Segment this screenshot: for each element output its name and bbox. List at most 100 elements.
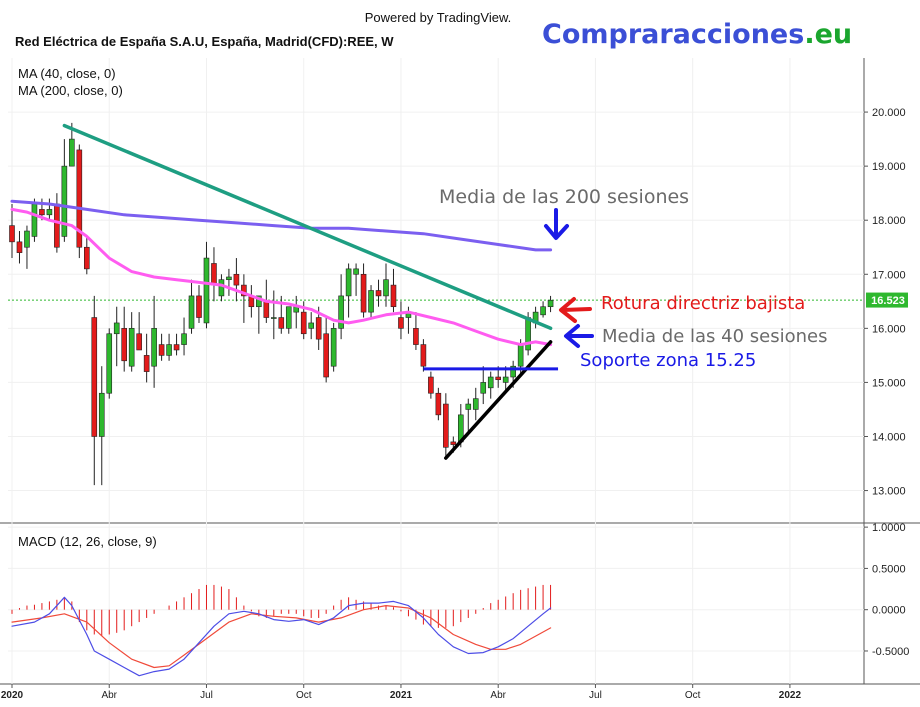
y-tick-label: 13.000: [872, 486, 906, 498]
brand-dot: .: [804, 19, 814, 50]
candle-body: [435, 392, 442, 416]
candle: [84, 236, 90, 275]
candle: [241, 274, 247, 323]
x-tick-label: 2021: [390, 690, 413, 701]
last-price-badge: 16.523: [866, 292, 908, 308]
candle-body: [285, 306, 292, 329]
candle: [173, 333, 180, 356]
candle-body: [353, 268, 359, 275]
candle: [480, 366, 487, 405]
candle-body: [241, 284, 247, 297]
candle-body: [76, 149, 83, 248]
x-tick-label: 2022: [779, 690, 802, 701]
candle-body: [91, 317, 98, 437]
candle: [398, 301, 404, 340]
candle-body: [368, 290, 374, 313]
candle: [188, 279, 195, 334]
brand-tld: eu: [815, 19, 853, 50]
candle: [428, 371, 434, 399]
indicator-lines: [10, 123, 559, 677]
candle-body: [360, 273, 367, 313]
candle-body: [84, 246, 90, 270]
macd-line: [11, 596, 552, 677]
legend-ma200: MA (200, close, 0): [18, 83, 123, 98]
y-tick-label: 14.000: [872, 431, 906, 443]
candle-body: [263, 301, 270, 318]
ma200-line: [10, 199, 553, 252]
x-tick-label: 2020: [1, 690, 24, 701]
candle-body: [450, 441, 457, 445]
chart-frame: [0, 58, 920, 685]
candle: [547, 295, 554, 313]
candle-body: [151, 328, 157, 367]
candle: [375, 279, 382, 307]
candle-body: [196, 295, 202, 318]
candle-body: [218, 279, 225, 297]
candle-body: [143, 355, 150, 372]
candle-body: [413, 328, 419, 345]
macd-title: MACD (12, 26, close, 9): [18, 534, 157, 549]
brand-logo: Compraracciones.eu: [542, 19, 852, 50]
candle: [46, 198, 53, 221]
candle-body: [166, 344, 172, 356]
candle: [413, 312, 419, 350]
candle: [472, 387, 479, 421]
candle-body: [128, 328, 135, 367]
candle-body: [233, 273, 240, 286]
annotation-ma200: Media de las 200 sesiones: [439, 186, 689, 208]
candle-body: [113, 322, 120, 335]
candle: [98, 366, 105, 486]
y-tick-label: 20.000: [872, 107, 906, 119]
candle: [360, 263, 367, 318]
candle-body: [547, 299, 554, 308]
y-tick-label: 15.000: [872, 377, 906, 389]
macd-y-tick-label: -0.5000: [872, 646, 909, 658]
candle-body: [487, 376, 494, 389]
candle: [91, 295, 98, 486]
candle: [31, 198, 38, 242]
candle-body: [338, 295, 344, 329]
candle-body: [323, 333, 329, 378]
chart-title: Red Eléctrica de España S.A.U, España, M…: [15, 34, 394, 49]
candle: [16, 231, 23, 264]
candle: [166, 333, 172, 361]
candle: [218, 274, 225, 302]
candle: [151, 295, 157, 388]
candle: [338, 274, 344, 340]
candle: [24, 225, 30, 269]
candle-body: [383, 279, 389, 297]
y-tick-label: 19.000: [872, 161, 906, 173]
candles: [9, 122, 554, 486]
macd-histogram: [11, 584, 552, 637]
candle-body: [121, 328, 127, 362]
y-tick-label: 18.000: [872, 215, 906, 227]
candle-body: [398, 317, 404, 329]
candle-body: [472, 398, 479, 410]
candle-body: [480, 382, 487, 394]
x-tick-label: Jul: [589, 690, 602, 701]
axis-ticks: 20.000 19.000 18.000 17.000 16.000 15.000 14.0…: [1, 107, 909, 701]
candle: [368, 285, 374, 318]
candle-body: [39, 209, 45, 216]
x-tick-label: Abr: [490, 690, 506, 701]
candle: [330, 322, 337, 372]
last-price-label: 16.523: [871, 295, 905, 307]
candle-body: [375, 290, 382, 297]
candle-body: [345, 268, 352, 297]
candle-body: [173, 344, 180, 351]
candle-body: [54, 203, 60, 248]
y-tick-label: 16.000: [872, 323, 906, 335]
candle-body: [510, 365, 516, 378]
legend-ma40: MA (40, close, 0): [18, 66, 116, 81]
candle-body: [98, 392, 105, 437]
candle: [158, 333, 165, 361]
candle-body: [9, 225, 15, 243]
candle: [181, 317, 187, 356]
macd-y-tick-label: 0.5000: [872, 563, 906, 575]
macd-y-tick-label: 1.0000: [872, 522, 906, 534]
candle: [143, 333, 150, 383]
candle-body: [24, 230, 30, 248]
candle: [465, 398, 472, 432]
candle-body: [300, 311, 307, 335]
candle-body: [420, 344, 427, 367]
